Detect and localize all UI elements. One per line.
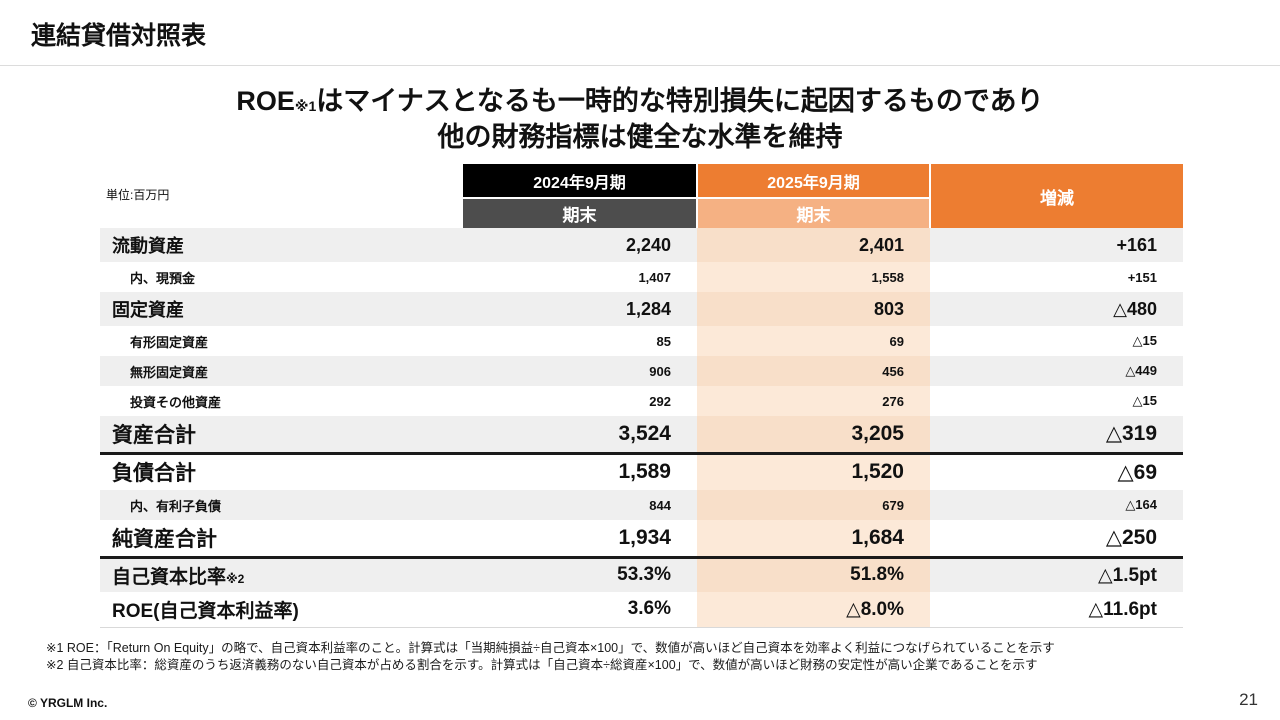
value-2025: 69 [697,326,930,356]
table-row-investments-other-assets: 投資その他資産 292 276 △15 [100,386,1183,416]
value-2024: 844 [463,490,697,520]
page-title: 連結貸借対照表 [31,22,207,50]
row-label: 有形固定資産 [100,326,463,356]
unit-label-cell: 単位:百万円 [100,164,463,228]
table-row-intangible-fixed-assets: 無形固定資産 906 456 △449 [100,356,1183,386]
table-row-tangible-fixed-assets: 有形固定資産 85 69 △15 [100,326,1183,356]
value-2025: 679 [697,490,930,520]
value-2025: 1,558 [697,262,930,292]
footnotes: ※1 ROE：「Return On Equity」の略で、自己資本利益率のこと。… [46,640,1226,674]
row-label: 無形固定資産 [100,356,463,386]
footnote-2: ※2 自己資本比率：総資産のうち返済義務のない自己資本が占める割合を示す。計算式… [46,657,1038,672]
balance-sheet-table: 単位:百万円 2024年9月期 2025年9月期 増減 期末 期末 流動資産 2… [100,164,1183,628]
value-change: △11.6pt [930,592,1183,628]
table-row-current-assets: 流動資産 2,240 2,401 +161 [100,228,1183,262]
table-row-fixed-assets: 固定資産 1,284 803 △480 [100,292,1183,326]
headline-footnote-ref: ※1 [294,98,317,114]
row-label: 内、有利子負債 [100,490,463,520]
value-2024: 53.3% [463,557,697,592]
title-divider [0,65,1280,66]
row-label: 資産合計 [100,416,463,455]
value-2024: 1,934 [463,520,697,559]
value-change: △449 [930,356,1183,386]
row-label: ROE(自己資本利益率) [100,592,463,628]
value-change: △319 [930,416,1183,455]
value-change: △164 [930,490,1183,520]
row-label: 流動資産 [100,228,463,262]
row-label: 固定資産 [100,292,463,326]
value-2024: 1,407 [463,262,697,292]
row-label: 投資その他資産 [100,386,463,416]
table-row-total-net-assets: 純資産合計 1,934 1,684 △250 [100,520,1183,559]
value-2025: △8.0% [697,592,930,628]
column-header-2025: 2025年9月期 [697,164,931,199]
value-2024: 906 [463,356,697,386]
value-2024: 1,284 [463,292,697,326]
value-change: △480 [930,292,1183,326]
footnote-1: ※1 ROE：「Return On Equity」の略で、自己資本利益率のこと。… [46,641,1055,655]
value-2025: 2,401 [697,228,930,262]
headline-line-2: 他の財務指標は健全な水準を維持 [437,121,843,152]
row-label-text: 自己資本比率 [112,566,227,588]
table-row-total-assets: 資産合計 3,524 3,205 △319 [100,416,1183,455]
headline: ROE※1はマイナスとなるも一時的な特別損失に起因するものであり 他の財務指標は… [0,84,1280,155]
subheader-2024-period-end: 期末 [463,198,698,228]
copyright: © YRGLM Inc. [28,696,108,710]
value-2025: 276 [697,386,930,416]
footnote-ref-2: ※2 [226,571,245,586]
row-label: 内、現預金 [100,262,463,292]
page-number: 21 [1239,690,1258,709]
value-2025: 3,205 [697,416,930,455]
headline-line-1-text: はマイナスとなるも一時的な特別損失に起因するものであり [316,86,1044,116]
row-label: 負債合計 [100,453,463,490]
value-2025: 1,684 [697,520,930,559]
column-header-change: 増減 [930,164,1183,228]
value-2025: 1,520 [697,453,930,490]
value-2024: 3.6% [463,592,697,628]
headline-roe: ROE [236,86,295,116]
value-change: △15 [930,386,1183,416]
row-label: 純資産合計 [100,520,463,559]
value-2024: 85 [463,326,697,356]
table-row-roe: ROE(自己資本利益率) 3.6% △8.0% △11.6pt [100,592,1183,628]
value-2024: 292 [463,386,697,416]
subheader-2025-period-end: 期末 [697,198,931,228]
value-2025: 456 [697,356,930,386]
value-change: +151 [930,262,1183,292]
column-header-2024: 2024年9月期 [463,164,698,199]
table-row-total-liabilities: 負債合計 1,589 1,520 △69 [100,453,1183,490]
value-2025: 51.8% [697,557,930,592]
table-row-cash: 内、現預金 1,407 1,558 +151 [100,262,1183,292]
value-change: △250 [930,520,1183,559]
value-2024: 1,589 [463,453,697,490]
table-row-interest-bearing-debt: 内、有利子負債 844 679 △164 [100,490,1183,520]
table-row-equity-ratio: 自己資本比率※2 53.3% 51.8% △1.5pt [100,557,1183,592]
value-2024: 3,524 [463,416,697,455]
value-2024: 2,240 [463,228,697,262]
unit-label: 単位:百万円 [106,187,170,202]
value-change: △69 [930,453,1183,490]
value-change: +161 [930,228,1183,262]
value-2025: 803 [697,292,930,326]
headline-line-1: ROE※1はマイナスとなるも一時的な特別損失に起因するものであり [0,84,1280,120]
row-label: 自己資本比率※2 [100,557,463,592]
value-change: △15 [930,326,1183,356]
value-change: △1.5pt [930,557,1183,592]
